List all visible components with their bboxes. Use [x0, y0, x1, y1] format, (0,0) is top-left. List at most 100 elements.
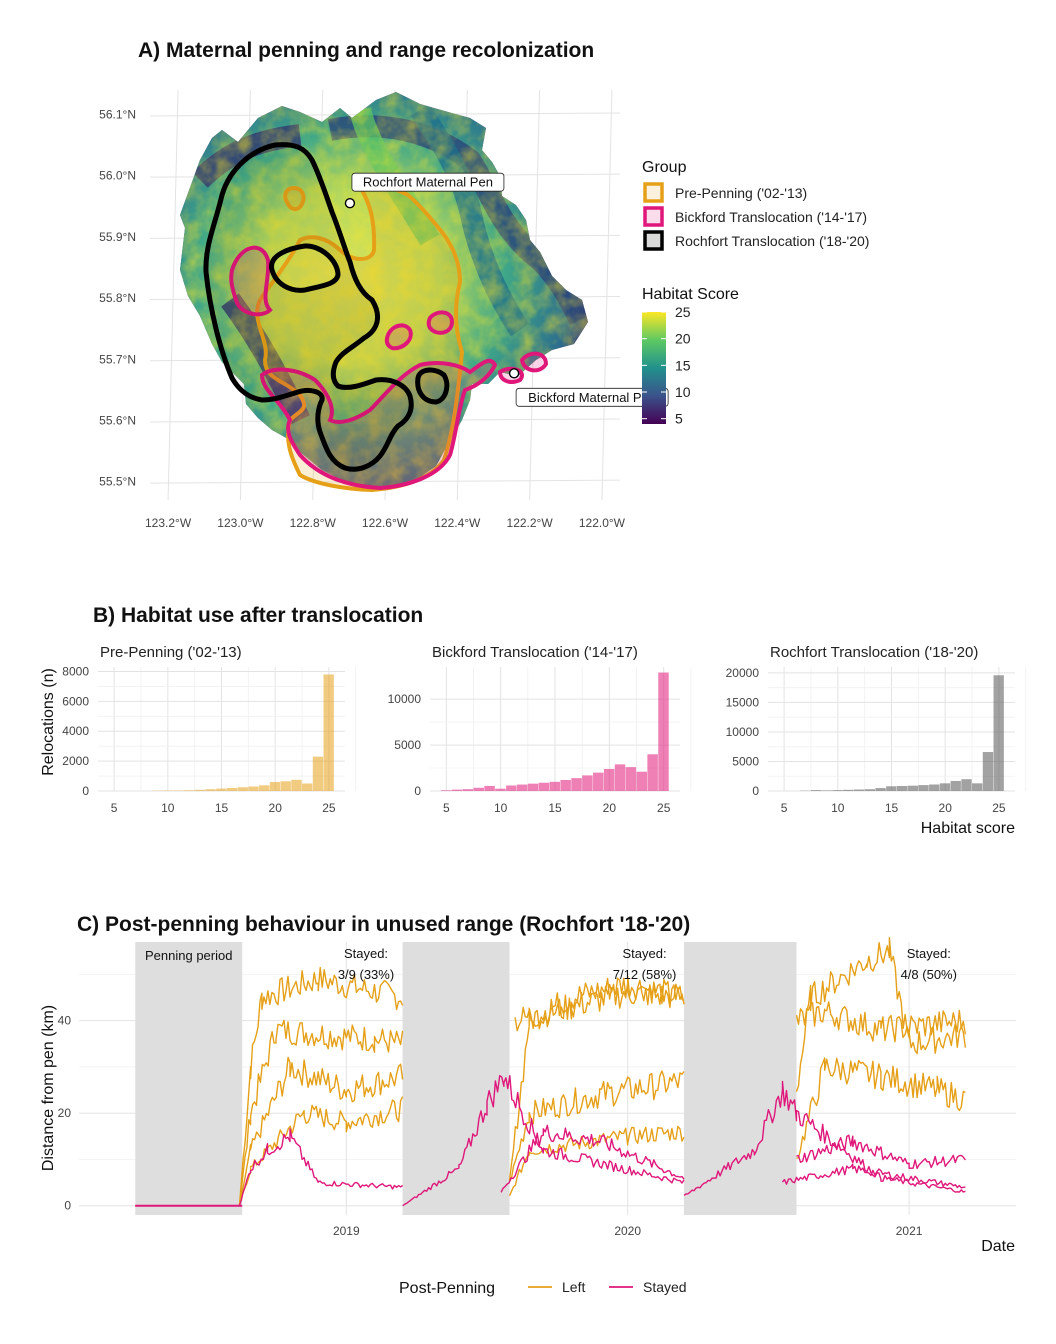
group-legend-swatch — [643, 182, 664, 203]
histogram-bar — [843, 789, 854, 791]
bickford-range-west — [229, 245, 273, 317]
hist-y-tick-label: 0 — [752, 784, 759, 798]
hist-y-tick-label: 4000 — [62, 724, 89, 738]
stayed-annotation-line2: 3/9 (33%) — [338, 967, 394, 982]
habitat-tick-label: 5 — [675, 411, 683, 427]
post-penning-legend-label: Left — [562, 1279, 585, 1295]
rochfort-range — [203, 142, 450, 472]
group-range-polygons — [203, 142, 549, 493]
panel-a-title: A) Maternal penning and range recoloniza… — [138, 39, 594, 62]
post-penning-legend: Post-Penning Left Stayed — [399, 1279, 687, 1297]
hist-x-tick-label: 25 — [322, 801, 336, 815]
panel-b-histograms: B) Habitat use after translocation Pre-P… — [40, 604, 1027, 837]
histogram-bar — [939, 783, 951, 791]
stayed-annotation-line2: 7/12 (58%) — [613, 967, 677, 982]
histogram-bar — [473, 787, 484, 791]
stayed-trajectory — [781, 1163, 966, 1189]
left-trajectory — [795, 1001, 967, 1043]
lon-tick-label: 123.0°W — [217, 516, 264, 530]
histogram-bar — [269, 782, 281, 791]
histogram-bar — [907, 785, 918, 791]
hist-x-tick-label: 5 — [443, 801, 450, 815]
lat-tick-label: 56.0°N — [99, 169, 136, 183]
histogram-bar — [993, 675, 1004, 791]
left-trajectory — [795, 937, 967, 1092]
histogram-bar — [440, 790, 452, 791]
left-trajectory — [796, 1057, 966, 1159]
hist-x-tick-label: 15 — [215, 801, 229, 815]
histogram-bar — [259, 785, 270, 791]
lon-gridline — [167, 89, 179, 501]
panel-b-title: B) Habitat use after translocation — [93, 604, 423, 627]
hist-y-tick-label: 5000 — [732, 754, 759, 768]
stayed-annotation-line2: 4/8 (50%) — [901, 967, 957, 982]
histogram-bar — [323, 674, 334, 791]
histogram-bar — [918, 785, 929, 791]
panel-c-ylabel: Distance from pen (km) — [40, 1005, 57, 1171]
map-y-ticks: 55.5°N 55.6°N 55.7°N 55.8°N 55.9°N 56.0°N 56.1… — [99, 107, 136, 488]
histogram-bar — [183, 790, 195, 791]
habitat-tick-label: 20 — [675, 331, 691, 347]
lat-tick-label: 55.8°N — [99, 291, 136, 305]
lon-tick-label: 122.0°W — [579, 516, 626, 530]
group-legend-swatch — [643, 206, 664, 227]
histogram-panel: Bickford Translocation ('14-'17) 5 10 15 20 2… — [388, 644, 692, 815]
hist-x-tick-label: 5 — [111, 801, 118, 815]
timeseries-y-ticks: 0 20 40 — [58, 1014, 72, 1213]
stayed-annotations: Stayed: 3/9 (33%) Stayed: 7/12 (58%) Stayed:… — [338, 946, 957, 982]
ts-y-tick-label: 0 — [64, 1199, 71, 1213]
hist-y-tick-label: 2000 — [62, 754, 89, 768]
hist-y-tick-label: 20000 — [726, 666, 760, 680]
stayed-trajectory — [500, 1124, 685, 1193]
lon-tick-label: 122.4°W — [434, 516, 481, 530]
pen-label: Rochfort Maternal Pen — [363, 175, 493, 190]
histogram-bar — [603, 768, 615, 791]
histogram-bar — [226, 788, 238, 791]
histogram-bar — [972, 783, 983, 791]
timeseries-x-ticks: 2019 2020 2021 — [333, 1224, 923, 1238]
hist-y-tick-label: 5000 — [394, 738, 421, 752]
group-legend-swatch — [643, 230, 664, 251]
hist-y-tick-label: 6000 — [62, 694, 89, 708]
ts-x-tick-label: 2020 — [614, 1224, 641, 1238]
bickford-range-patch — [426, 310, 455, 335]
hist-y-tick-label: 10000 — [388, 692, 422, 706]
histogram-bar — [462, 789, 474, 791]
bickford-range-patch — [384, 323, 413, 351]
pen-point — [508, 368, 520, 379]
left-trajectory — [508, 1070, 685, 1182]
ts-x-tick-label: 2019 — [333, 1224, 360, 1238]
pen-label-box — [515, 387, 669, 407]
histogram-bar — [864, 789, 875, 791]
histogram-strip-label: Rochfort Translocation ('18-'20) — [770, 644, 978, 661]
lat-tick-label: 55.7°N — [99, 352, 136, 366]
penning-period-band — [402, 942, 510, 1215]
hist-x-tick-label: 20 — [603, 801, 617, 815]
histogram-bar — [886, 786, 897, 791]
pen-label-box — [351, 172, 505, 192]
hist-x-tick-label: 20 — [939, 801, 953, 815]
ts-x-tick-label: 2021 — [896, 1224, 923, 1238]
histogram-bar — [205, 789, 216, 791]
stayed-trajectory — [402, 1075, 685, 1207]
penning-periods: Penning period — [135, 942, 797, 1215]
penning-period-band — [683, 942, 797, 1215]
histogram-bar — [495, 788, 506, 791]
hist-x-tick-label: 10 — [494, 801, 508, 815]
hist-x-tick-label: 20 — [269, 801, 283, 815]
lon-tick-label: 123.2°W — [145, 516, 192, 530]
histogram-bar — [312, 756, 324, 791]
histogram-bar — [216, 788, 227, 791]
pen-point — [344, 198, 356, 209]
histogram-bar — [582, 775, 593, 791]
hist-x-tick-label: 25 — [992, 801, 1006, 815]
group-legend: Group Pre-Penning ('02-'13) Bickford Tran… — [642, 159, 869, 251]
histogram-bar — [647, 754, 658, 791]
histogram-bar — [302, 783, 313, 791]
hist-y-tick-label: 10000 — [726, 725, 760, 739]
histogram-panel: Pre-Penning ('02-'13) 5 10 15 20 25 0 2000 4000 6… — [62, 644, 357, 815]
lon-tick-label: 122.6°W — [362, 516, 409, 530]
panel-a-map: A) Maternal penning and range recoloniza… — [99, 39, 869, 530]
histogram-bar — [950, 780, 961, 791]
